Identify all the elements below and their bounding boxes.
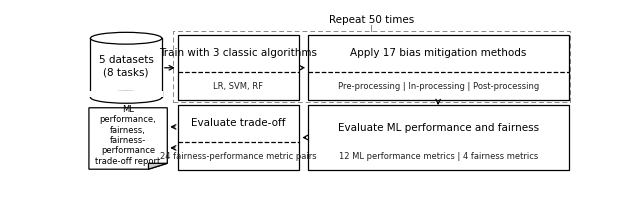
Text: Evaluate ML performance and fairness: Evaluate ML performance and fairness bbox=[338, 123, 539, 133]
Polygon shape bbox=[148, 163, 167, 169]
Text: 5 datasets
(8 tasks): 5 datasets (8 tasks) bbox=[99, 55, 154, 77]
Text: Apply 17 bias mitigation methods: Apply 17 bias mitigation methods bbox=[350, 48, 527, 58]
Bar bbox=[178, 35, 300, 100]
Bar bbox=[173, 31, 570, 102]
Bar bbox=[308, 105, 568, 170]
Text: 24 fairness-performance metric pairs: 24 fairness-performance metric pairs bbox=[160, 152, 317, 161]
Text: Evaluate trade-off: Evaluate trade-off bbox=[191, 118, 285, 128]
Ellipse shape bbox=[90, 92, 162, 103]
Text: Train with 3 classic algorithms: Train with 3 classic algorithms bbox=[159, 48, 317, 58]
Bar bbox=[178, 105, 300, 170]
Text: LR, SVM, RF: LR, SVM, RF bbox=[214, 82, 264, 91]
Bar bbox=[90, 38, 162, 97]
Text: Pre-processing | In-processing | Post-processing: Pre-processing | In-processing | Post-pr… bbox=[338, 82, 539, 91]
Bar bbox=[308, 35, 568, 100]
Text: Repeat 50 times: Repeat 50 times bbox=[328, 15, 414, 25]
Polygon shape bbox=[89, 108, 167, 169]
Ellipse shape bbox=[90, 32, 162, 44]
Bar bbox=[90, 92, 163, 97]
Text: 12 ML performance metrics | 4 fairness metrics: 12 ML performance metrics | 4 fairness m… bbox=[339, 152, 538, 161]
Text: ML
performance,
fairness,
fairness-
performance
trade-off report: ML performance, fairness, fairness- perf… bbox=[95, 105, 161, 166]
